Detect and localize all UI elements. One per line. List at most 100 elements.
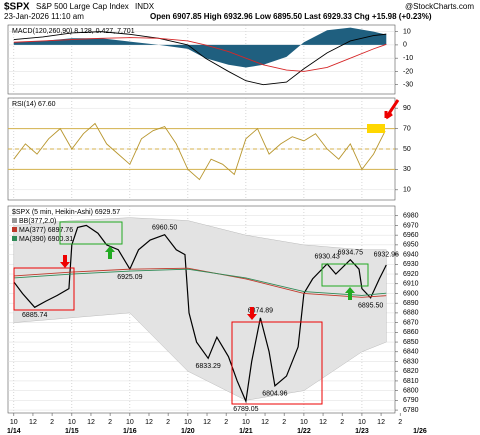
series-line xyxy=(13,37,387,72)
symbol: $SPX xyxy=(4,2,30,13)
price-annotation: 6874.89 xyxy=(248,308,273,315)
x-day-label: 1/21 xyxy=(239,428,253,435)
y-tick-label: 6900 xyxy=(403,290,419,297)
y-tick-label: 6890 xyxy=(403,300,419,307)
x-tick-label: 2 xyxy=(50,419,54,426)
y-tick-label: 6830 xyxy=(403,358,419,365)
legend-swatch xyxy=(12,236,17,241)
exchange: INDX xyxy=(135,2,155,11)
legend-label: MA(390) 6900.31 xyxy=(19,236,73,243)
price-annotation: 6789.05 xyxy=(233,406,258,413)
price-annotation: 6885.74 xyxy=(22,312,47,319)
y-tick-label: 30 xyxy=(403,166,411,173)
y-tick-label: -20 xyxy=(403,68,413,75)
box xyxy=(231,321,323,405)
arrow xyxy=(345,287,355,300)
box xyxy=(13,267,75,311)
x-tick-label: 2 xyxy=(108,419,112,426)
series-line xyxy=(13,31,387,86)
x-tick-label: 10 xyxy=(10,419,18,426)
y-tick-label: 6910 xyxy=(403,281,419,288)
y-tick-label: 10 xyxy=(403,28,411,35)
y-tick-label: 6820 xyxy=(403,368,419,375)
decorations xyxy=(13,99,400,405)
price-annotation: 6833.29 xyxy=(196,363,221,370)
series-line xyxy=(13,122,386,181)
y-tick-label: 0 xyxy=(403,42,407,49)
y-tick-label: 6860 xyxy=(403,329,419,336)
legend-swatch xyxy=(12,227,17,232)
price-annotation: 6895.50 xyxy=(358,303,383,310)
series-line xyxy=(13,224,387,404)
y-tick-label: 6970 xyxy=(403,222,419,229)
x-tick-label: 10 xyxy=(126,419,134,426)
y-tick-label: 6980 xyxy=(403,213,419,220)
y-tick-label: 6880 xyxy=(403,310,419,317)
y-tick-label: 6870 xyxy=(403,319,419,326)
y-tick-label: 6850 xyxy=(403,339,419,346)
x-day-label: 1/15 xyxy=(65,428,79,435)
box xyxy=(321,263,369,287)
y-tick-label: 6780 xyxy=(403,407,419,414)
x-tick-label: 2 xyxy=(282,419,286,426)
x-tick-label: 10 xyxy=(358,419,366,426)
price-annotation: 6930.43 xyxy=(314,254,339,261)
price-annotation: 6934.75 xyxy=(338,250,363,257)
panel-title: MACD(120,260,90) 8.128, 0.427, 7.701 xyxy=(12,28,135,35)
x-tick-label: 2 xyxy=(166,419,170,426)
panel: 90 70 50 30 10 RSI(14) 67.60 xyxy=(7,97,411,201)
y-tick-label: -30 xyxy=(403,82,413,89)
index-name: S&P 500 Large Cap Index xyxy=(36,2,129,11)
x-day-label: 1/26 xyxy=(413,428,427,435)
x-tick-label: 2 xyxy=(340,419,344,426)
bollinger-band xyxy=(13,217,387,401)
y-tick-label: 6810 xyxy=(403,378,419,385)
x-tick-label: 2 xyxy=(224,419,228,426)
y-tick-label: 6920 xyxy=(403,271,419,278)
x-day-label: 1/14 xyxy=(7,428,21,435)
x-tick-label: 12 xyxy=(261,419,269,426)
x-tick-label: 10 xyxy=(300,419,308,426)
price-annotation: 6932.96 xyxy=(374,251,399,258)
x-tick-label: 12 xyxy=(145,419,153,426)
y-tick-label: 50 xyxy=(403,146,411,153)
box xyxy=(59,221,123,245)
y-tick-label: 90 xyxy=(403,105,411,112)
series-line xyxy=(13,268,387,296)
x-tick-label: 12 xyxy=(29,419,37,426)
arrow xyxy=(247,307,257,320)
x-tick-label: 12 xyxy=(319,419,327,426)
legend-swatch xyxy=(12,218,17,223)
x-tick-label: 12 xyxy=(203,419,211,426)
x-tick-label: 2 xyxy=(398,419,402,426)
arrow xyxy=(105,246,115,259)
y-tick-label: 6940 xyxy=(403,251,419,258)
x-day-label: 1/20 xyxy=(181,428,195,435)
highlight xyxy=(367,124,385,133)
y-tick-label: 6800 xyxy=(403,387,419,394)
price-annotation: 6925.09 xyxy=(117,274,142,281)
price-annotation: 6804.96 xyxy=(262,391,287,398)
x-tick-label: 10 xyxy=(68,419,76,426)
x-tick-label: 12 xyxy=(377,419,385,426)
legend-label: MA(377) 6897.76 xyxy=(19,227,73,234)
arrow xyxy=(384,99,400,120)
panel-title: $SPX (5 min, Heikin-Ashi) 6929.57 xyxy=(12,209,120,216)
y-tick-label: 6840 xyxy=(403,349,419,356)
x-tick-label: 10 xyxy=(242,419,250,426)
legend-label: BB(377,2.0) xyxy=(19,218,56,225)
y-tick-label: 6960 xyxy=(403,232,419,239)
credit: @StockCharts.com xyxy=(405,2,474,11)
price-annotation: 6960.50 xyxy=(152,225,177,232)
y-tick-label: 70 xyxy=(403,125,411,132)
y-tick-label: 6950 xyxy=(403,242,419,249)
x-tick-label: 12 xyxy=(87,419,95,426)
y-tick-label: -10 xyxy=(403,55,413,62)
panel: 6780 6790 6800 6810 6820 6830 6840 6850 6860 6870… xyxy=(7,205,427,435)
quote: Open 6907.85 High 6932.96 Low 6895.50 La… xyxy=(150,12,432,21)
arrow xyxy=(60,255,70,268)
x-day-label: 1/23 xyxy=(355,428,369,435)
panel-title: RSI(14) 67.60 xyxy=(12,101,56,108)
y-tick-label: 6790 xyxy=(403,397,419,404)
